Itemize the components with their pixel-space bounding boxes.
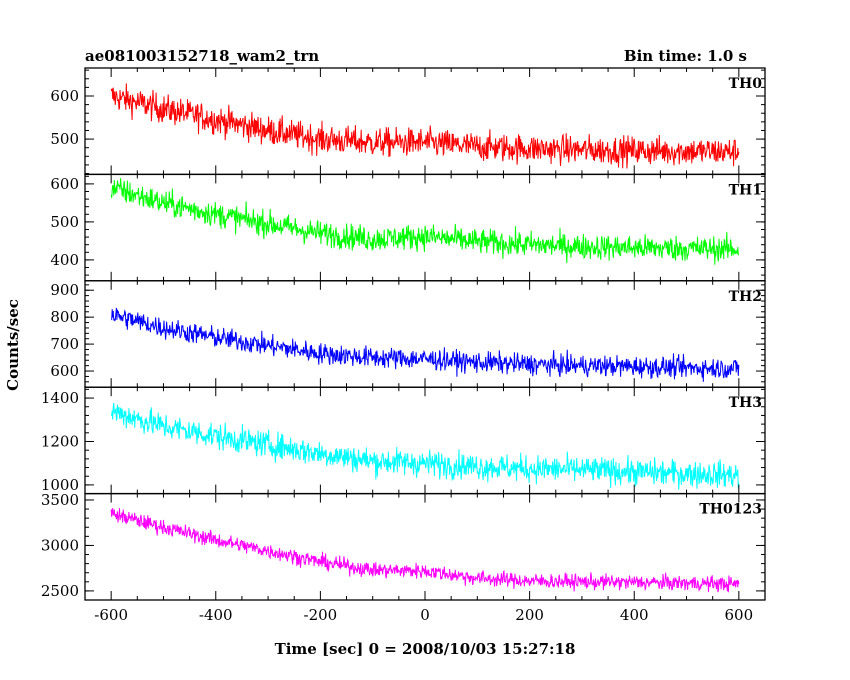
series-line-th0 <box>110 83 740 169</box>
series-line-th3 <box>110 402 740 490</box>
series-line-th2 <box>110 307 740 382</box>
y-axis-title: Counts/sec <box>4 299 22 391</box>
series-line-th1 <box>110 178 740 265</box>
y-tick-label: 1400 <box>41 389 79 407</box>
y-tick-label: 500 <box>50 130 79 148</box>
series-line-th0123 <box>110 508 740 593</box>
y-tick-label: 400 <box>50 251 79 269</box>
x-tick-label: 200 <box>515 606 544 624</box>
x-tick-label: -600 <box>94 606 128 624</box>
y-tick-label: 3500 <box>41 491 79 509</box>
x-tick-label: 0 <box>420 606 430 624</box>
x-tick-label: 600 <box>725 606 754 624</box>
panel-th0: 500 600 TH0 <box>50 67 766 176</box>
chart-title: ae081003152718_wam2_trn <box>85 47 319 65</box>
y-tick-label: 1000 <box>41 476 79 494</box>
bin-time-label: Bin time: 1.0 s <box>624 47 747 65</box>
y-tick-label: 500 <box>50 213 79 231</box>
x-tick-label: 400 <box>620 606 649 624</box>
panel-label-th0: TH0 <box>729 76 763 92</box>
y-tick-label: 2500 <box>41 582 79 600</box>
light-curve-panels: 500 600 TH0 400 500 600 TH1 600 700 800 900 TH2 1000… <box>41 67 766 601</box>
y-tick-label: 600 <box>50 175 79 193</box>
y-tick-label: 600 <box>50 87 79 105</box>
panel-th2: 600 700 800 900 TH2 <box>50 280 766 388</box>
x-tick-label: -400 <box>199 606 233 624</box>
panel-label-th2: TH2 <box>729 289 762 305</box>
x-axis-title: Time [sec] 0 = 2008/10/03 15:27:18 <box>275 640 576 658</box>
y-tick-label: 800 <box>50 308 79 326</box>
panel-th1: 400 500 600 TH1 <box>50 173 766 282</box>
y-tick-label: 900 <box>50 281 79 299</box>
panel-th3: 1000 1200 1400 TH3 <box>41 386 766 495</box>
panel-label-th1: TH1 <box>729 182 762 198</box>
panel-label-th3: TH3 <box>729 395 762 411</box>
x-tick-label: -200 <box>304 606 338 624</box>
x-axis: -600 -400 -200 0 200 400 600 <box>94 606 753 624</box>
y-tick-label: 3000 <box>41 536 79 554</box>
panel-label-th0123: TH0123 <box>699 502 762 518</box>
y-tick-label: 700 <box>50 335 79 353</box>
panel-th0123: 2500 3000 3500 TH0123 <box>41 491 766 601</box>
y-tick-label: 1200 <box>41 432 79 450</box>
y-tick-label: 600 <box>50 362 79 380</box>
